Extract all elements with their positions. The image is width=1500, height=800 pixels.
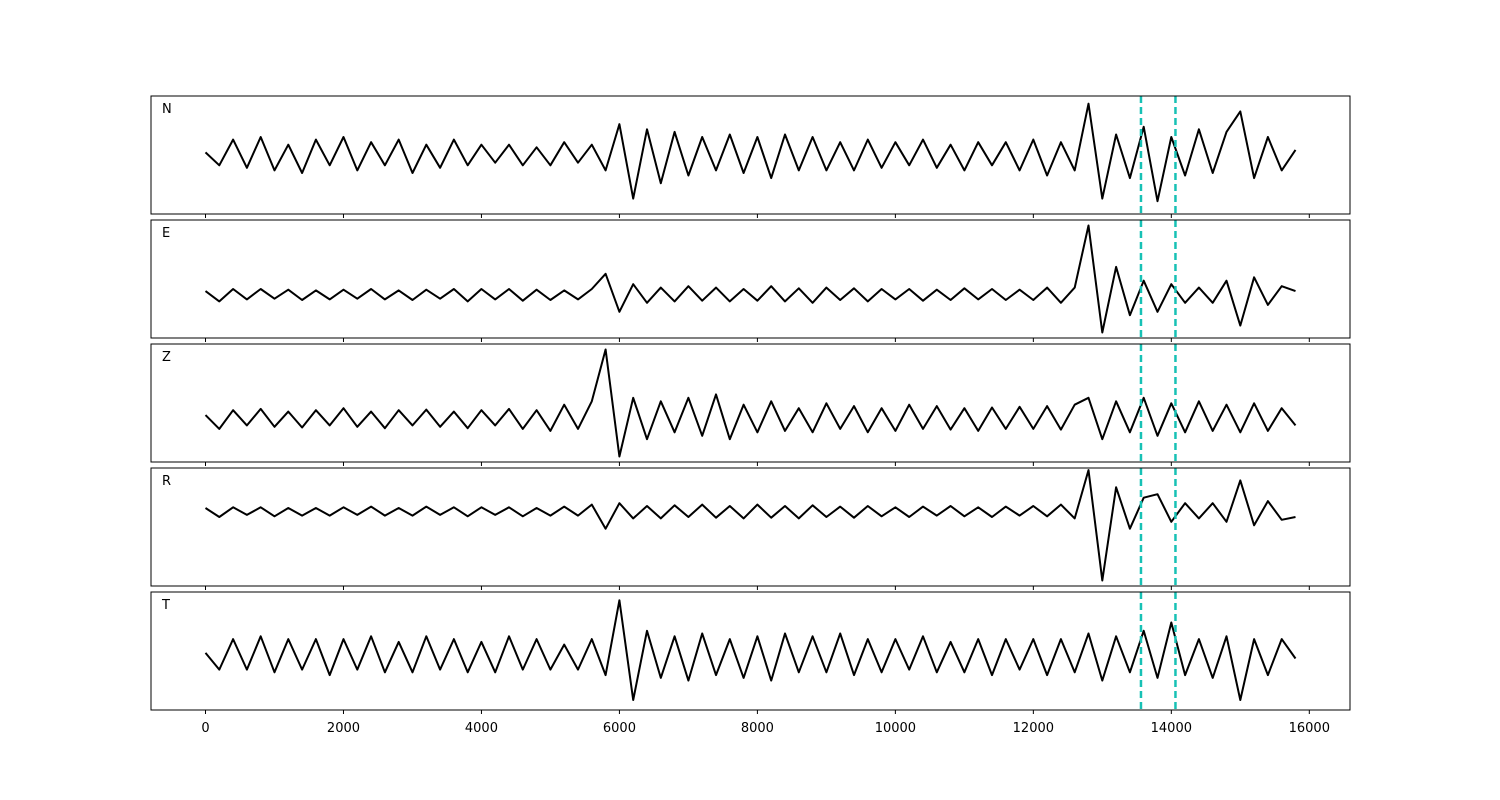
x-tick-label: 8000 (741, 721, 774, 736)
panel-frame (150, 591, 1351, 711)
trace (204, 102, 1297, 203)
x-tick-label: 0 (201, 721, 209, 736)
panel-label: R (162, 474, 171, 489)
panel-label: T (161, 598, 170, 613)
x-tick-label: 16000 (1289, 721, 1330, 736)
x-tick-label: 12000 (1013, 721, 1054, 736)
panel-frame (150, 219, 1351, 339)
panel-frame (150, 95, 1351, 215)
trace (204, 348, 1297, 458)
x-tick-label: 14000 (1151, 721, 1192, 736)
panel-frame (150, 467, 1351, 587)
trace (204, 469, 1296, 582)
trace (204, 599, 1297, 701)
x-tick-label: 6000 (603, 721, 636, 736)
x-tick-label: 2000 (327, 721, 360, 736)
x-tick-label: 4000 (465, 721, 498, 736)
x-tick-label: 10000 (875, 721, 916, 736)
panel-label: Z (162, 350, 171, 365)
panel-frame (150, 343, 1351, 463)
panel-label: E (162, 226, 170, 241)
panel-label: N (162, 102, 172, 117)
trace (204, 224, 1296, 334)
